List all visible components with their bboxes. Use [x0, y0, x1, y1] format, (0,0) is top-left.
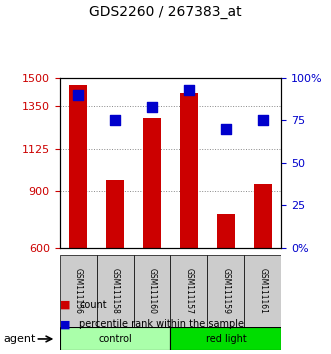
Bar: [69, 85, 87, 248]
Text: GSM111157: GSM111157: [184, 268, 193, 314]
Text: ■: ■: [60, 319, 70, 329]
Bar: [180, 93, 198, 248]
Text: control: control: [98, 334, 132, 344]
FancyBboxPatch shape: [208, 255, 244, 327]
FancyBboxPatch shape: [133, 255, 170, 327]
Text: agent: agent: [3, 334, 36, 344]
Point: [149, 104, 155, 110]
Text: percentile rank within the sample: percentile rank within the sample: [79, 319, 244, 329]
FancyBboxPatch shape: [60, 255, 97, 327]
Point: [223, 126, 228, 132]
Text: GSM111156: GSM111156: [73, 268, 82, 314]
Text: red light: red light: [206, 334, 246, 344]
Text: GSM111160: GSM111160: [148, 268, 157, 314]
Bar: [217, 214, 235, 248]
FancyBboxPatch shape: [244, 255, 281, 327]
Text: GDS2260 / 267383_at: GDS2260 / 267383_at: [89, 5, 242, 19]
Text: GSM111161: GSM111161: [259, 268, 267, 314]
FancyBboxPatch shape: [170, 327, 281, 350]
FancyBboxPatch shape: [170, 255, 208, 327]
Bar: [254, 184, 272, 248]
Point: [186, 87, 192, 93]
Bar: [106, 180, 124, 248]
Point: [260, 118, 265, 123]
Text: GSM111159: GSM111159: [221, 268, 230, 314]
FancyBboxPatch shape: [97, 255, 133, 327]
Text: ■: ■: [60, 300, 70, 310]
Point: [75, 92, 81, 98]
FancyBboxPatch shape: [60, 327, 170, 350]
Point: [112, 118, 118, 123]
Text: GSM111158: GSM111158: [111, 268, 119, 314]
Bar: [143, 118, 161, 248]
Text: count: count: [79, 300, 107, 310]
